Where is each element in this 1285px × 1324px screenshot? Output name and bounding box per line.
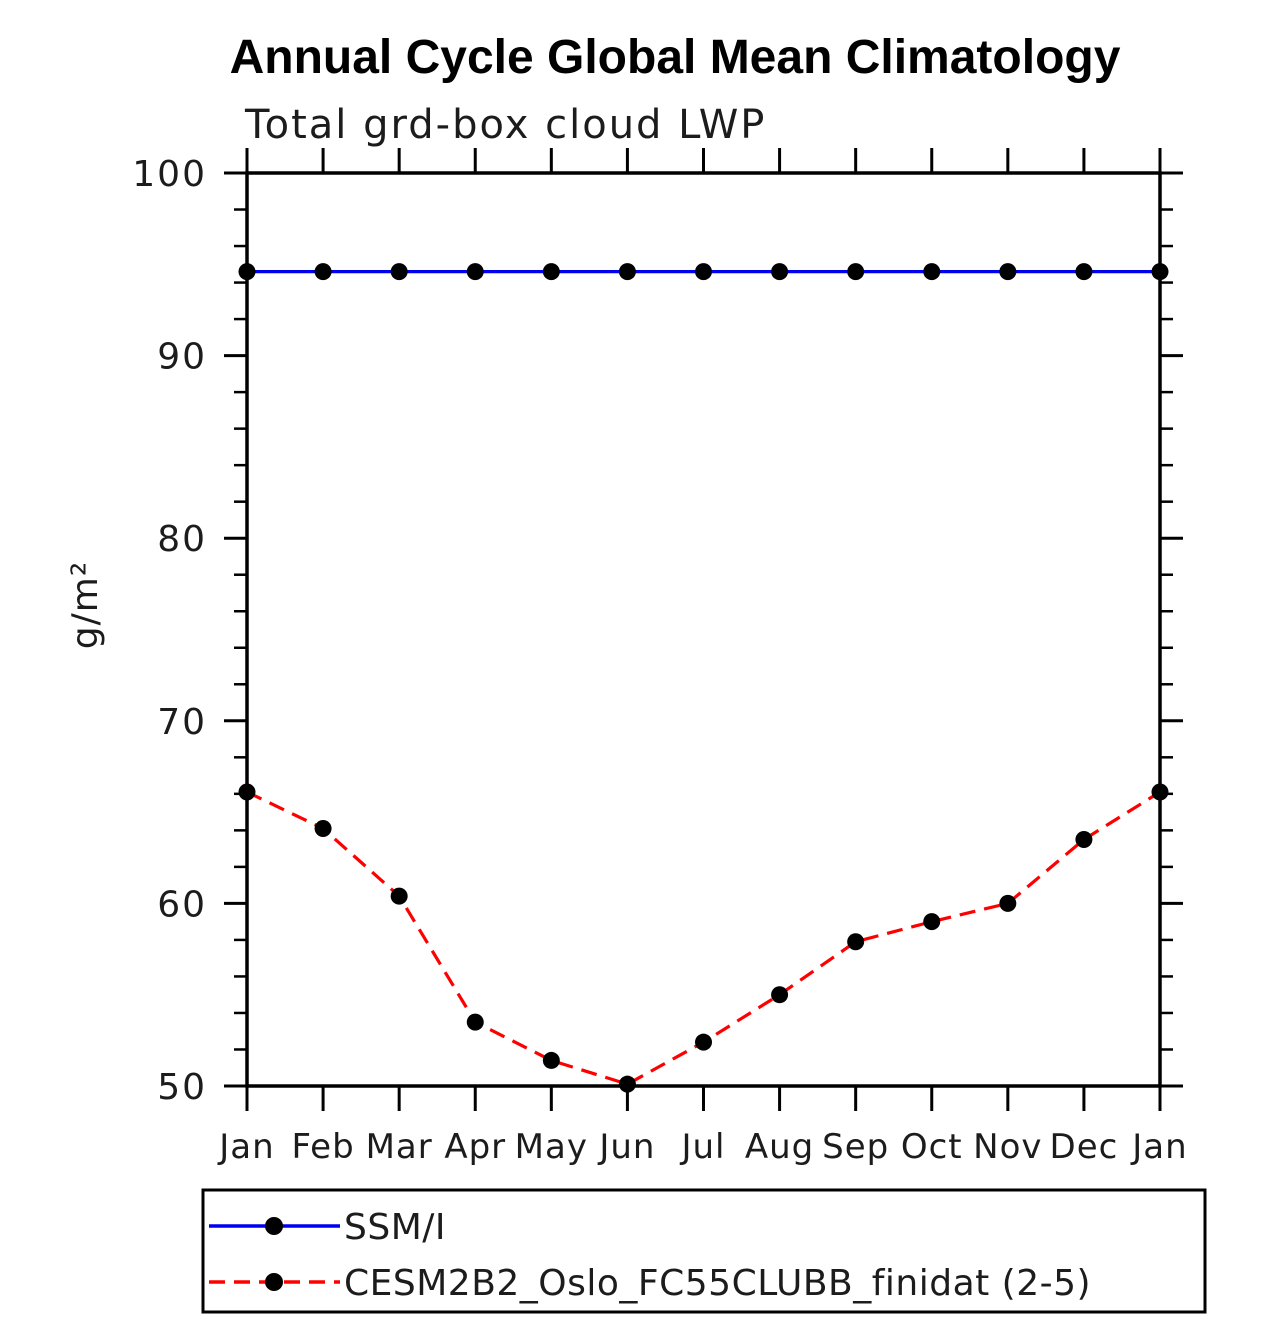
data-point-marker: [1075, 830, 1093, 848]
data-point-marker: [618, 263, 636, 281]
x-tick-label: Mar: [366, 1127, 433, 1167]
legend-marker-cesm-icon: [265, 1273, 283, 1291]
y-axis-title: g/m²: [65, 561, 106, 649]
data-point-marker: [466, 263, 484, 281]
y-tick-label: 50: [157, 1067, 207, 1108]
x-tick-label: Oct: [901, 1127, 963, 1167]
legend-marker-ssmi-icon: [265, 1217, 283, 1235]
data-point-marker: [390, 263, 408, 281]
data-point-marker: [314, 263, 332, 281]
data-point-marker: [999, 894, 1017, 912]
data-point-marker: [466, 1013, 484, 1031]
series-cesm: [238, 783, 1169, 1093]
chart-subtitle: Total grd-box cloud LWP: [244, 102, 766, 148]
y-tick-label: 60: [157, 884, 207, 925]
plot-frame: [245, 171, 1162, 1088]
data-series: [238, 263, 1169, 1093]
legend-box: [201, 1188, 1207, 1314]
data-point-marker: [695, 1033, 712, 1051]
data-point-marker: [847, 933, 865, 951]
data-point-marker: [923, 263, 941, 281]
data-point-marker: [542, 1051, 560, 1069]
data-point-marker: [695, 263, 712, 281]
legend-label-ssmi: SSM/I: [344, 1207, 446, 1248]
x-tick-label: Aug: [745, 1127, 814, 1167]
data-point-marker: [238, 783, 256, 801]
data-point-marker: [1151, 263, 1169, 281]
axes: [224, 148, 1183, 1111]
data-point-marker: [771, 986, 789, 1004]
data-point-marker: [1151, 783, 1169, 801]
y-tick-label: 100: [132, 154, 207, 195]
y-tick-label: 90: [157, 337, 207, 378]
data-point-marker: [238, 263, 256, 281]
legend: SSM/I CESM2B2_Oslo_FC55CLUBB_finidat (2-…: [201, 1188, 1207, 1314]
x-tick-label: Feb: [291, 1127, 354, 1167]
y-tick-label: 70: [157, 702, 207, 743]
x-tick-label: May: [515, 1127, 588, 1167]
data-point-marker: [1075, 263, 1093, 281]
series-ssmi: [238, 263, 1169, 281]
data-point-marker: [618, 1075, 636, 1093]
data-point-marker: [542, 263, 560, 281]
x-tick-label: Sep: [822, 1127, 889, 1167]
x-tick-label: Apr: [444, 1127, 506, 1167]
data-point-marker: [771, 263, 789, 281]
x-tick-label: Jul: [679, 1127, 725, 1167]
data-point-marker: [923, 913, 941, 931]
data-point-marker: [390, 887, 408, 905]
x-tick-label: Dec: [1050, 1127, 1119, 1167]
y-tick-label: 80: [157, 519, 207, 560]
x-tick-label: Jan: [217, 1127, 274, 1167]
data-point-marker: [999, 263, 1017, 281]
x-tick-label: Nov: [973, 1127, 1042, 1167]
x-tick-label: Jun: [597, 1127, 655, 1167]
x-tick-label: Jan: [1130, 1127, 1187, 1167]
legend-label-cesm: CESM2B2_Oslo_FC55CLUBB_finidat (2-5): [344, 1263, 1091, 1304]
data-point-marker: [314, 820, 332, 838]
data-point-marker: [847, 263, 865, 281]
chart-title: Annual Cycle Global Mean Climatology: [230, 31, 1121, 84]
